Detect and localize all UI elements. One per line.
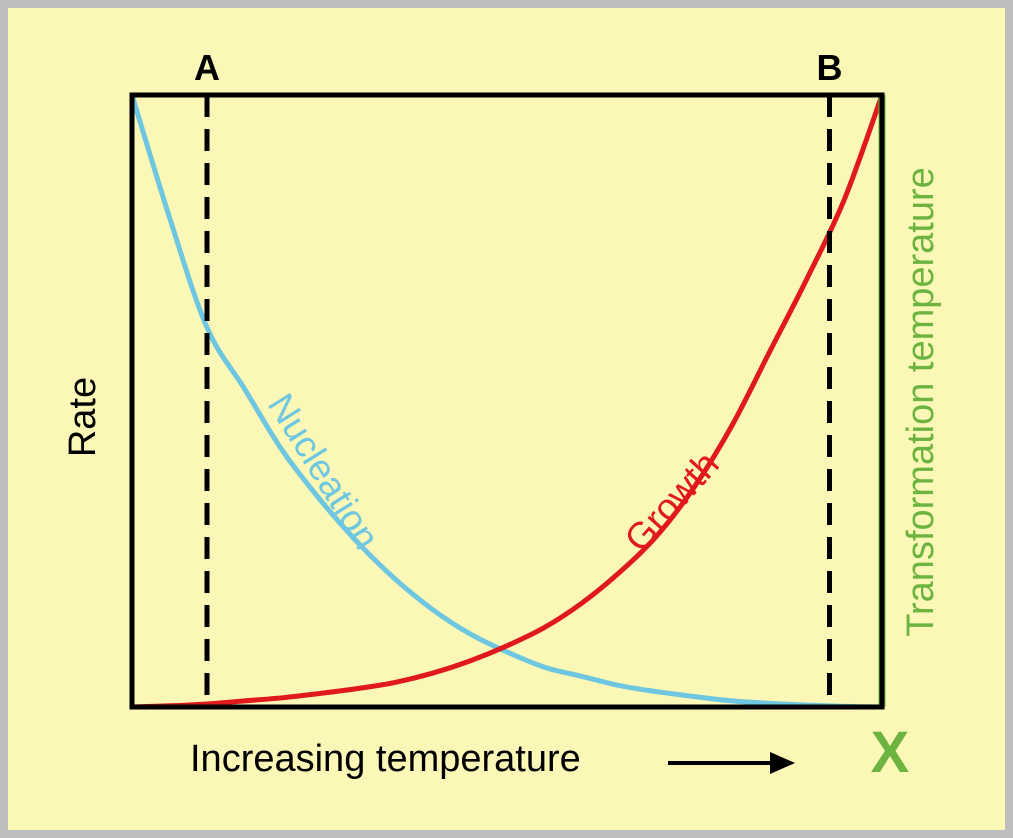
transformation-axis-mark: X xyxy=(871,720,910,785)
transformation-temperature-label: Transformation temperature xyxy=(900,167,942,637)
series-label-growth: Growth xyxy=(617,444,727,560)
series-label-nucleation: Nucleation xyxy=(260,386,387,556)
marker-label-a: A xyxy=(194,47,220,88)
series-line-nucleation xyxy=(129,94,883,710)
x-axis-label: Increasing temperature xyxy=(190,738,581,780)
increasing-arrow-icon xyxy=(668,752,795,774)
series-line-growth xyxy=(131,94,885,710)
y-axis-label: Rate xyxy=(62,377,104,457)
marker-label-b: B xyxy=(817,47,843,88)
plot-frame xyxy=(129,92,885,710)
